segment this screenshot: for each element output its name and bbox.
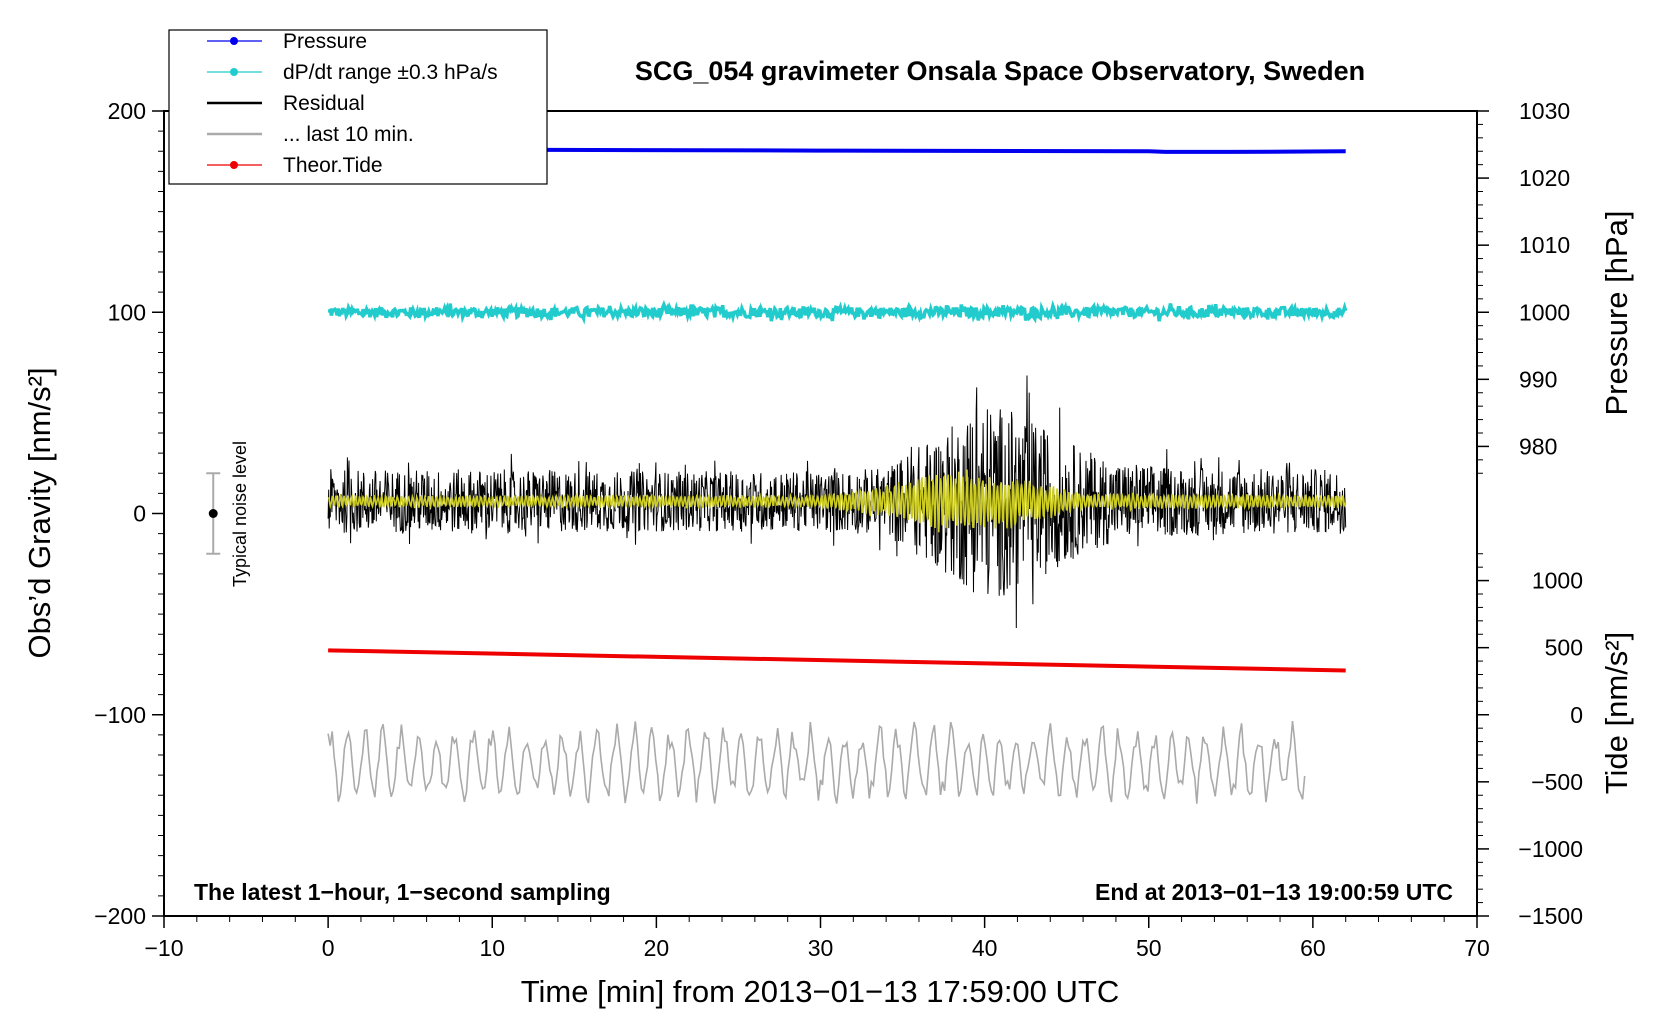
x-axis: −10 0 10 20 30 40 50 60 70 — [144, 916, 1490, 961]
legend-marker — [230, 68, 238, 76]
x-tick-label: 10 — [479, 935, 505, 961]
legend-label: ... last 10 min. — [283, 123, 414, 146]
legend-marker — [230, 161, 238, 169]
y-left-tick-label: −200 — [94, 903, 146, 929]
tide-tick-label: 500 — [1545, 635, 1583, 661]
x-tick-label: 0 — [322, 935, 335, 961]
tide-tick-label: 1000 — [1532, 568, 1583, 594]
pressure-tick-label: 990 — [1519, 366, 1557, 392]
tide-tick-label: −1000 — [1518, 836, 1583, 862]
y-left-tick-label: 200 — [108, 98, 146, 124]
y-left-tick-label: 100 — [108, 299, 146, 325]
x-tick-label: −10 — [144, 935, 183, 961]
noise-level-indicator — [206, 472, 221, 555]
noise-level-label: Typical noise level — [230, 441, 250, 587]
pressure-tick-label: 1000 — [1519, 299, 1570, 325]
y-axis-right-tide-label: Tide [nm/s²] — [1599, 632, 1634, 795]
legend: Pressure dP/dt range ±0.3 hPa/s Residual..… — [168, 29, 548, 185]
pressure-tick-label: 1020 — [1519, 165, 1570, 191]
tide-tick-label: 0 — [1570, 702, 1583, 728]
x-tick-label: 60 — [1300, 935, 1326, 961]
series-residual-filtered-line — [328, 469, 1347, 533]
legend-box — [168, 29, 548, 185]
series-pressure-line — [328, 147, 1346, 154]
y-axis-right-tide: −1500 −1000 −500 0 500 1000 — [1477, 553, 1583, 929]
legend-label: Residual — [283, 92, 365, 115]
bottom-left-note: The latest 1−hour, 1−second sampling — [194, 879, 611, 905]
legend-label: Pressure — [283, 30, 367, 53]
y-left-tick-label: −100 — [94, 702, 146, 728]
noise-bar-center-dot — [208, 509, 218, 518]
series-theor-tide-line — [328, 648, 1346, 673]
y-axis-right-pressure: 980 990 1000 1010 1020 1030 — [1477, 98, 1570, 474]
pressure-tick-label: 980 — [1519, 433, 1557, 459]
x-tick-label: 50 — [1136, 935, 1162, 961]
pressure-tick-label: 1010 — [1519, 232, 1570, 258]
x-tick-label: 70 — [1464, 935, 1490, 961]
pressure-tick-label: 1030 — [1519, 98, 1570, 124]
y-axis-right-pressure-label: Pressure [hPa] — [1599, 210, 1634, 415]
legend-marker — [230, 37, 238, 45]
y-left-tick-label: 0 — [133, 501, 146, 527]
x-axis-label: Time [min] from 2013−01−13 17:59:00 UTC — [521, 974, 1120, 1009]
x-tick-label: 40 — [972, 935, 998, 961]
bottom-right-note: End at 2013−01−13 19:00:59 UTC — [1095, 879, 1453, 905]
legend-label: Theor.Tide — [283, 154, 383, 177]
x-tick-label: 20 — [644, 935, 670, 961]
chart-title: SCG_054 gravimeter Onsala Space Observat… — [635, 56, 1365, 86]
x-tick-label: 30 — [808, 935, 834, 961]
y-axis-left-label: Obs’d Gravity [nm/s²] — [22, 367, 57, 658]
series-last-10-min-line — [327, 721, 1306, 804]
y-axis-left: −200 −100 0 100 200 — [94, 98, 164, 929]
tide-tick-label: −1500 — [1518, 903, 1583, 929]
series-dpdt-line — [327, 299, 1348, 325]
legend-label: dP/dt range ±0.3 hPa/s — [283, 61, 498, 84]
tide-tick-label: −500 — [1531, 769, 1583, 795]
series-layer — [327, 147, 1348, 804]
